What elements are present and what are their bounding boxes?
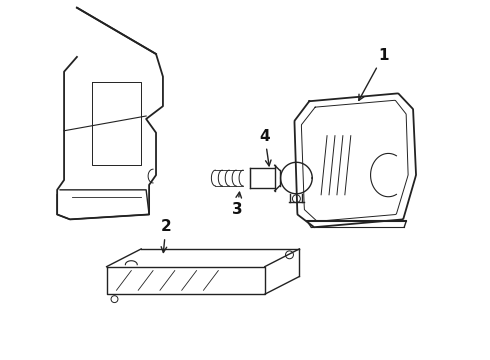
Text: 3: 3 (232, 192, 243, 217)
Text: 2: 2 (161, 219, 171, 252)
Text: 1: 1 (359, 48, 389, 100)
Text: 4: 4 (260, 129, 271, 166)
